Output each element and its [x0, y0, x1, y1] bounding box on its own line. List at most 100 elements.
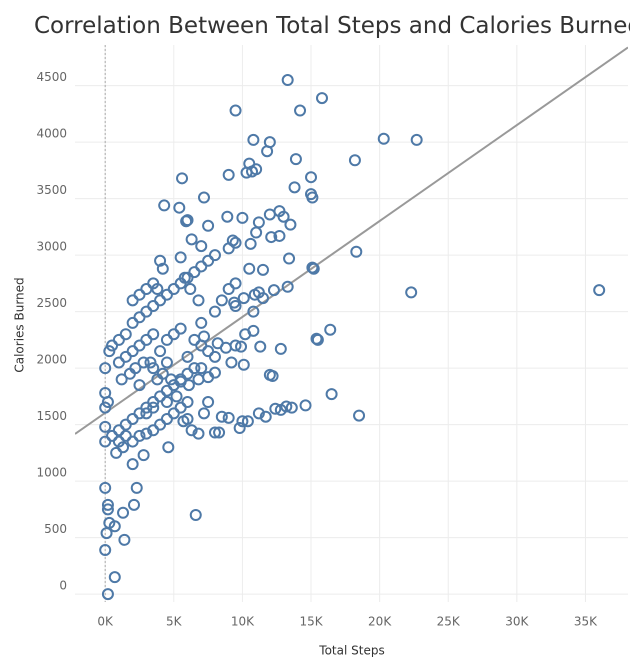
data-point: [112, 356, 125, 369]
y-tick-label: 1500: [36, 409, 67, 423]
data-point: [229, 104, 242, 117]
data-point: [215, 294, 228, 307]
data-point: [178, 271, 191, 284]
data-point: [215, 410, 228, 423]
y-tick-label: 0: [59, 579, 67, 593]
data-point: [99, 544, 112, 557]
data-point: [250, 226, 263, 239]
data-point: [117, 441, 130, 454]
data-point: [208, 426, 221, 439]
y-tick-label: 4500: [36, 70, 67, 84]
data-point: [184, 283, 197, 296]
data-point: [126, 412, 139, 425]
data-point: [147, 362, 160, 375]
x-tick-label: 30K: [505, 615, 529, 629]
x-tick-label: 10K: [231, 615, 255, 629]
data-point: [247, 133, 260, 146]
data-point: [115, 373, 128, 386]
plot-area: [75, 45, 628, 602]
data-point: [185, 233, 198, 246]
data-point: [154, 390, 167, 403]
data-point: [195, 240, 208, 253]
data-point: [241, 415, 254, 428]
data-point: [254, 340, 267, 353]
data-point: [237, 358, 250, 371]
data-point: [229, 299, 242, 312]
data-point: [348, 154, 361, 167]
data-point: [119, 328, 132, 341]
x-tick-label: 0K: [97, 615, 114, 629]
data-point: [160, 288, 173, 301]
data-point: [235, 340, 248, 353]
data-point: [154, 345, 167, 358]
data-point: [101, 396, 114, 409]
data-point: [236, 415, 249, 428]
data-point: [247, 305, 260, 318]
data-point: [181, 412, 194, 425]
data-point: [160, 396, 173, 409]
data-point: [154, 294, 167, 307]
data-point: [173, 201, 186, 214]
data-point: [174, 251, 187, 264]
y-tick-label: 3500: [36, 183, 67, 197]
data-point: [208, 249, 221, 262]
data-point: [158, 199, 171, 212]
data-point: [221, 210, 234, 223]
data-point: [133, 288, 146, 301]
data-point: [281, 74, 294, 87]
x-tick-label: 25K: [437, 615, 461, 629]
data-point: [108, 571, 121, 584]
data-point: [269, 402, 282, 415]
data-point: [243, 262, 256, 275]
data-point: [294, 104, 307, 117]
data-point: [222, 411, 235, 424]
data-point: [140, 283, 153, 296]
data-point: [306, 191, 319, 204]
data-point: [126, 458, 139, 471]
data-point: [310, 332, 323, 345]
data-point: [160, 356, 173, 369]
data-point: [222, 168, 235, 181]
data-point: [377, 132, 390, 145]
data-point: [353, 409, 366, 422]
data-point: [100, 527, 113, 540]
y-tick-label: 4000: [36, 127, 67, 141]
data-point: [99, 435, 112, 448]
data-point: [233, 422, 246, 435]
data-point: [246, 165, 259, 178]
data-point: [137, 449, 150, 462]
data-point: [211, 337, 224, 350]
data-point: [182, 379, 195, 392]
data-point: [202, 396, 215, 409]
data-point: [119, 429, 132, 442]
data-point: [208, 305, 221, 318]
data-point: [289, 153, 302, 166]
data-point: [180, 215, 193, 228]
trend-line: [75, 46, 628, 435]
data-point: [274, 403, 287, 416]
data-point: [208, 350, 221, 363]
data-point: [208, 366, 221, 379]
data-point: [299, 399, 312, 412]
data-point: [119, 350, 132, 363]
data-point: [307, 262, 320, 275]
data-point: [156, 367, 169, 380]
data-point: [324, 323, 337, 336]
data-point: [129, 362, 142, 375]
data-point: [244, 237, 257, 250]
data-point: [133, 379, 146, 392]
data-point: [112, 333, 125, 346]
data-point: [189, 509, 202, 522]
data-point: [176, 172, 189, 185]
data-point: [202, 219, 215, 232]
data-point: [277, 210, 290, 223]
data-point: [160, 384, 173, 397]
data-point: [202, 254, 215, 267]
y-axis-title: Calories Burned: [13, 277, 27, 372]
data-point: [101, 503, 114, 516]
data-point: [195, 362, 208, 375]
data-point: [147, 328, 160, 341]
data-point: [108, 520, 121, 533]
data-point: [99, 401, 112, 414]
data-point: [118, 533, 131, 546]
